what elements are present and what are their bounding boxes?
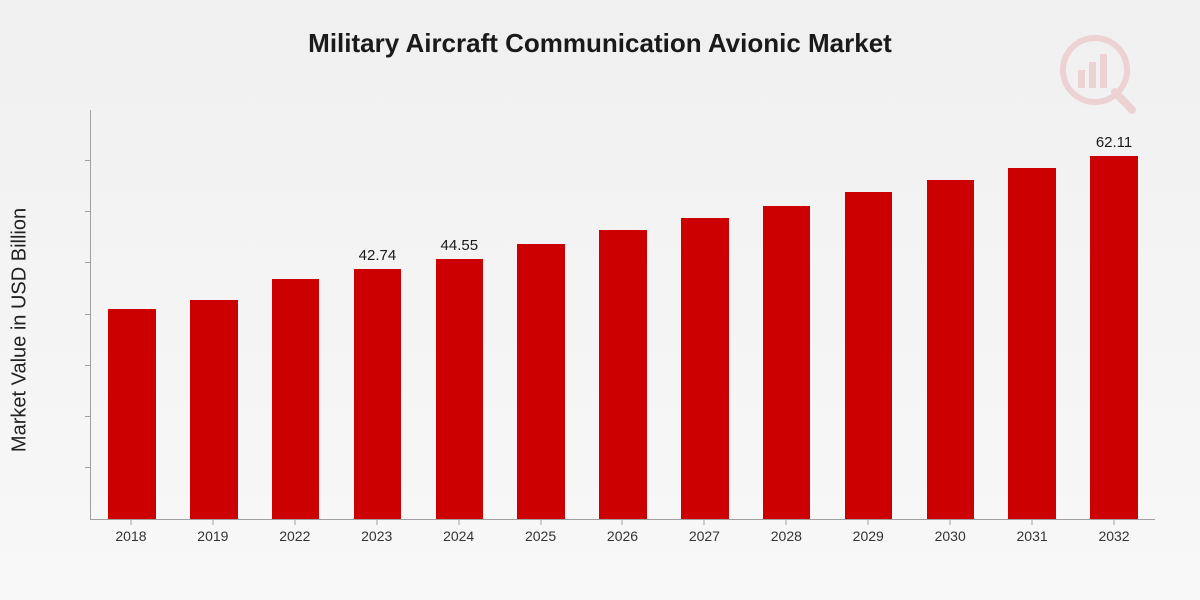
x-tick-label: 2025	[525, 528, 556, 544]
bar-cell: 62.11	[1073, 110, 1155, 519]
bar-2029	[845, 192, 892, 519]
x-tick-mark	[212, 520, 213, 525]
bar-2026	[599, 230, 646, 519]
x-tick-label: 2026	[607, 528, 638, 544]
bar-cell	[909, 110, 991, 519]
x-tick-mark	[540, 520, 541, 525]
x-tick-cell: 2025	[500, 520, 582, 550]
y-tick-mark	[85, 262, 91, 263]
bar-2027	[681, 218, 728, 519]
x-tick-cell: 2026	[582, 520, 664, 550]
x-tick-label: 2029	[853, 528, 884, 544]
bar-cell	[255, 110, 337, 519]
bar-2031	[1008, 168, 1055, 519]
x-tick-mark	[294, 520, 295, 525]
y-tick-mark	[85, 314, 91, 315]
x-tick-label: 2023	[361, 528, 392, 544]
bar-2032: 62.11	[1090, 156, 1137, 519]
x-tick-label: 2024	[443, 528, 474, 544]
x-tick-mark	[704, 520, 705, 525]
bar-cell	[991, 110, 1073, 519]
x-tick-cell: 2024	[418, 520, 500, 550]
y-tick-mark	[85, 467, 91, 468]
y-axis-label: Market Value in USD Billion	[9, 208, 32, 452]
chart-area: Market Value in USD Billion 42.7444.5562…	[70, 110, 1155, 550]
bar-2018	[108, 309, 155, 519]
x-tick-mark	[458, 520, 459, 525]
plot-area: 42.74 44.55 62.11	[90, 110, 1155, 520]
bar-cell: 44.55	[418, 110, 500, 519]
bar-value-label: 42.74	[359, 247, 397, 264]
bar-2028	[763, 206, 810, 519]
x-tick-label: 2031	[1017, 528, 1048, 544]
x-tick-cell: 2028	[745, 520, 827, 550]
bar-cell	[664, 110, 746, 519]
x-tick-label: 2028	[771, 528, 802, 544]
x-tick-mark	[1032, 520, 1033, 525]
bar-2023: 42.74	[354, 269, 401, 519]
bar-2030	[927, 180, 974, 519]
x-tick-cell: 2027	[663, 520, 745, 550]
x-tick-cell: 2030	[909, 520, 991, 550]
x-tick-cell: 2031	[991, 520, 1073, 550]
x-tick-label: 2030	[935, 528, 966, 544]
x-tick-cell: 2032	[1073, 520, 1155, 550]
y-tick-mark	[85, 211, 91, 212]
x-tick-mark	[950, 520, 951, 525]
x-tick-label: 2019	[197, 528, 228, 544]
bar-cell	[582, 110, 664, 519]
bar-2024: 44.55	[436, 259, 483, 519]
bar-2025	[517, 244, 564, 519]
x-tick-mark	[130, 520, 131, 525]
y-tick-mark	[85, 365, 91, 366]
bar-cell	[828, 110, 910, 519]
x-tick-label: 2018	[115, 528, 146, 544]
x-tick-cell: 2018	[90, 520, 172, 550]
bar-2022	[272, 279, 319, 519]
x-axis: 2018 2019 2022 2023 2024 2025 2026 2027 2028 2029…	[90, 520, 1155, 550]
x-tick-mark	[1114, 520, 1115, 525]
x-tick-label: 2022	[279, 528, 310, 544]
bar-2019	[190, 300, 237, 519]
bar-cell	[500, 110, 582, 519]
bar-cell	[173, 110, 255, 519]
bars-row: 42.74 44.55 62.11	[91, 110, 1155, 519]
x-tick-label: 2027	[689, 528, 720, 544]
x-tick-cell: 2023	[336, 520, 418, 550]
x-tick-mark	[786, 520, 787, 525]
bar-value-label: 62.11	[1096, 134, 1132, 151]
y-tick-mark	[85, 416, 91, 417]
chart-title: Military Aircraft Communication Avionic …	[0, 0, 1200, 59]
x-tick-label: 2032	[1098, 528, 1129, 544]
x-tick-mark	[376, 520, 377, 525]
bar-cell: 42.74	[337, 110, 419, 519]
bar-cell	[91, 110, 173, 519]
bar-cell	[746, 110, 828, 519]
x-tick-cell: 2029	[827, 520, 909, 550]
bar-value-label: 44.55	[441, 237, 479, 254]
x-tick-mark	[868, 520, 869, 525]
x-tick-mark	[622, 520, 623, 525]
x-tick-cell: 2019	[172, 520, 254, 550]
x-tick-cell: 2022	[254, 520, 336, 550]
y-tick-mark	[85, 160, 91, 161]
